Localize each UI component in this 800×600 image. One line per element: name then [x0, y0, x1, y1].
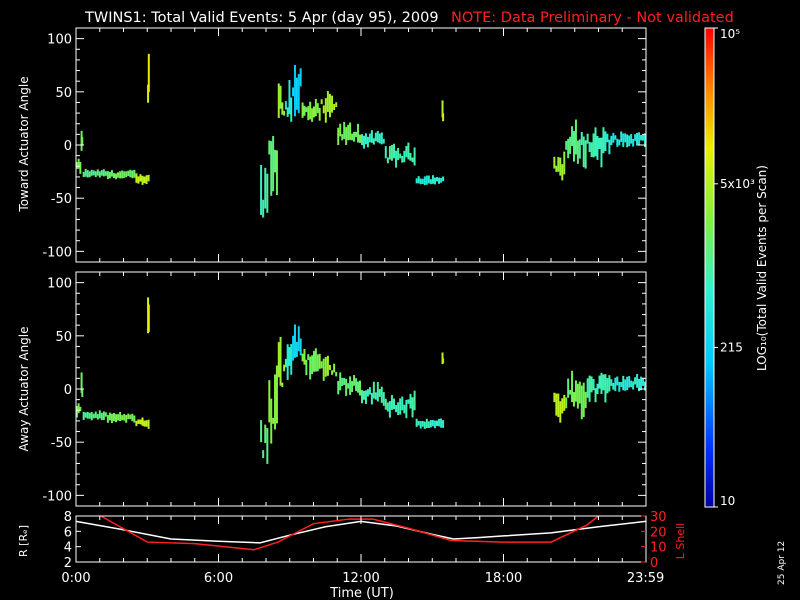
y-tick-label-right: 10 [650, 541, 667, 556]
colorbar-label: LOG₁₀(Total Valid Events per Scan) [755, 165, 769, 371]
x-tick-label: 18:00 [485, 571, 522, 586]
y-tick-label: -50 [51, 192, 72, 207]
r-line [75, 520, 646, 544]
chart-note: NOTE: Data Preliminary - Not validated [451, 10, 734, 26]
lshell-line [100, 515, 599, 551]
y-axis-label-away: Away Actuator Angle [17, 326, 31, 451]
y-tick-label: 100 [47, 33, 72, 48]
y-tick-label: -50 [51, 436, 72, 451]
chart-title: TWINS1: Total Valid Events: 5 Apr (day 9… [84, 10, 439, 26]
toward-panel: -100 -50 0 50 100 [42, 27, 647, 263]
x-tick-label: 12:00 [342, 571, 379, 586]
away-panel: -100 -50 0 50 100 [42, 271, 647, 507]
y-tick-label: 0 [64, 139, 72, 154]
y-tick-label-right: 0 [650, 556, 658, 571]
colorbar-tick-label: 10⁵ [720, 27, 740, 41]
y-tick-label: 0 [64, 383, 72, 398]
y-tick-label: -100 [42, 489, 72, 504]
y-axis-label-lshell: L Shell [674, 523, 687, 559]
y-tick-label: 6 [64, 525, 72, 540]
y-tick-label: 4 [64, 541, 72, 556]
y-tick-label: 100 [47, 277, 72, 292]
colorbar [704, 27, 715, 508]
y-tick-label-right: 30 [650, 510, 667, 525]
x-tick-label: 6:00 [204, 571, 233, 586]
y-tick-label: 50 [55, 86, 72, 101]
x-tick-label: 0:00 [61, 571, 90, 586]
y-tick-label: 8 [64, 510, 72, 525]
y-axis-label-r: R [Rₑ] [17, 525, 30, 557]
y-tick-label: 2 [64, 556, 72, 571]
colorbar-tick-label: 215 [720, 340, 743, 354]
footer-date: 25 Apr 12 [777, 541, 787, 585]
colorbar-tick-label: 10 [720, 494, 735, 508]
colorbar-tick-label: 5x10³ [720, 177, 755, 191]
y-tick-label-right: 20 [650, 525, 667, 540]
y-tick-label: 50 [55, 330, 72, 345]
y-tick-label: -100 [42, 245, 72, 260]
colorbar-ticks: 10 215 5x10³ 10⁵ [714, 27, 755, 508]
x-tick-label: 23:59 [627, 571, 664, 586]
y-axis-label-toward: Toward Actuator Angle [17, 76, 31, 212]
x-axis-label: Time (UT) [329, 586, 394, 600]
